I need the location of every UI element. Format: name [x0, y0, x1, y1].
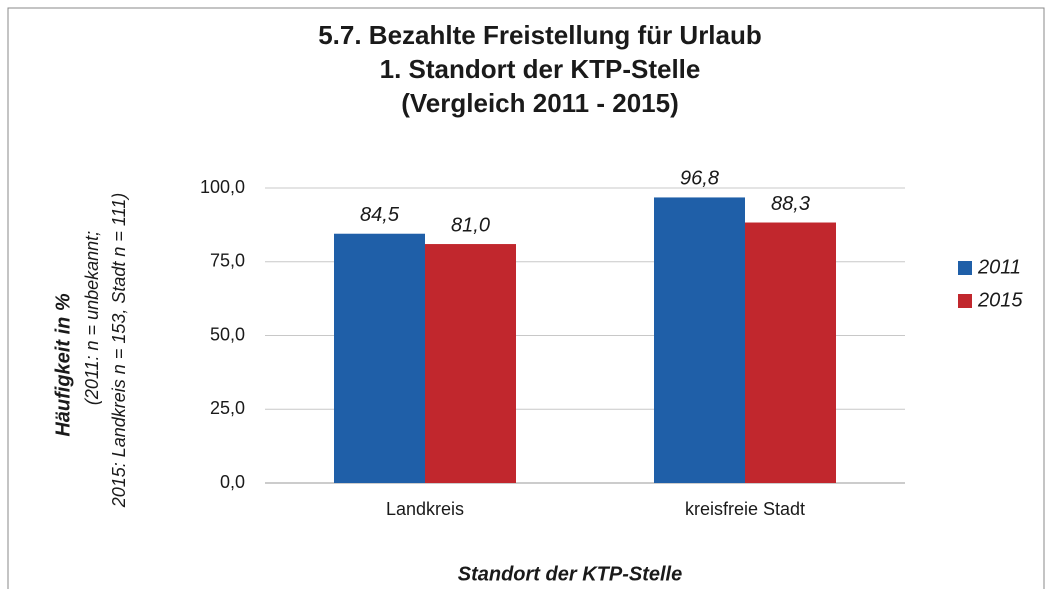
value-label: 96,8 — [680, 168, 719, 190]
bar — [745, 222, 836, 483]
chart-title: (Vergleich 2011 - 2015) — [401, 88, 679, 118]
y-axis-note: (2011: n = unbekannt; — [82, 231, 102, 405]
bar — [654, 197, 745, 483]
y-tick-label: 25,0 — [210, 398, 245, 418]
bar — [334, 233, 425, 483]
legend-label: 2015 — [977, 289, 1023, 311]
chart-title: 1. Standort der KTP-Stelle — [380, 54, 701, 84]
x-axis-label: Standort der KTP-Stelle — [458, 563, 682, 585]
frame — [7, 7, 1045, 589]
y-tick-label: 0,0 — [220, 472, 245, 492]
bar — [425, 244, 516, 483]
value-label: 88,3 — [771, 193, 810, 215]
y-axis-label: Häufigkeit in % — [52, 293, 74, 437]
legend-label: 2011 — [977, 256, 1021, 278]
legend-swatch — [958, 294, 972, 308]
y-axis-note: 2015: Landkreis n = 153, Stadt n = 111) — [109, 193, 129, 509]
y-tick-label: 50,0 — [210, 324, 245, 344]
y-tick-label: 100,0 — [200, 177, 245, 197]
legend-swatch — [958, 261, 972, 275]
value-label: 81,0 — [451, 214, 490, 236]
value-label: 84,5 — [360, 204, 400, 226]
y-tick-label: 75,0 — [210, 251, 245, 271]
x-tick-label: Landkreis — [386, 499, 464, 519]
x-tick-label: kreisfreie Stadt — [685, 499, 805, 519]
chart-title: 5.7. Bezahlte Freistellung für Urlaub — [318, 20, 762, 50]
